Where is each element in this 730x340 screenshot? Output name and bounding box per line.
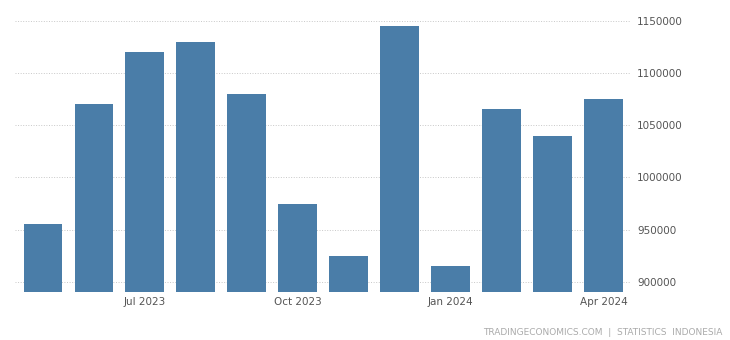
Bar [228, 94, 266, 340]
Bar [126, 52, 164, 340]
Bar [329, 256, 368, 340]
Bar [534, 136, 572, 340]
Bar [483, 109, 520, 340]
Text: TRADINGECONOMICS.COM  |  STATISTICS  INDONESIA: TRADINGECONOMICS.COM | STATISTICS INDONE… [483, 328, 723, 337]
Bar [278, 204, 317, 340]
Bar [74, 104, 112, 340]
Bar [380, 26, 418, 340]
Bar [584, 99, 623, 340]
Bar [23, 224, 62, 340]
Bar [431, 266, 469, 340]
Bar [177, 41, 215, 340]
